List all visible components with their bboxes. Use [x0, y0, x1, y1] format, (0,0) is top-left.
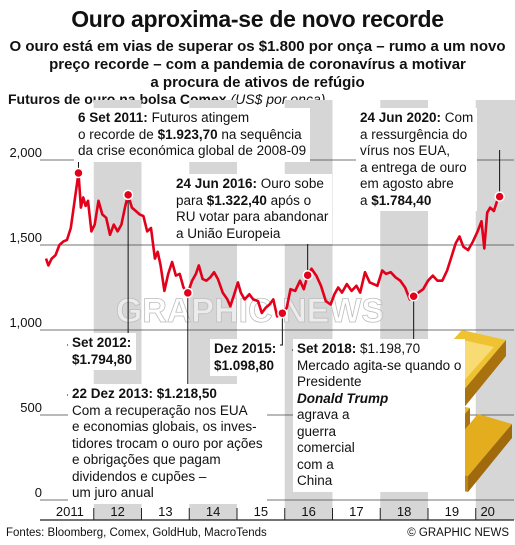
annotation-line: a $1.784,40 — [360, 192, 432, 208]
annotation-line: e obrigações que pagam — [72, 452, 221, 467]
annotation-line: para $1.322,40 após o — [176, 192, 312, 208]
y-axis-ticks: 0 500 1,000 1,500 2,000 — [9, 145, 42, 500]
gold-price-line — [44, 171, 503, 318]
x-tick-label: 2011 — [56, 504, 84, 519]
y-tick-label: 500 — [20, 400, 42, 415]
annotation-line: o recorde de $1.923,70 na sequência — [78, 126, 302, 142]
annotation-line: Mercado agita-se quando o — [297, 357, 462, 373]
annotation-marker — [302, 269, 313, 281]
annotation-line: em agosto abre — [360, 176, 454, 191]
annotation-line: da crise económica global de 2008-09 — [78, 143, 307, 158]
annotation-line: 22 Dez 2013: $1.218,50 — [72, 386, 217, 401]
y-tick-label: 1,000 — [9, 315, 42, 330]
x-tick-label: 19 — [445, 504, 459, 519]
page-title: Ouro aproxima-se de novo recorde — [71, 6, 444, 32]
chart-heading-label: Futuros de ouro na bolsa Comex — [8, 91, 227, 107]
annotation-line: Dez 2015: — [214, 341, 277, 356]
annotation-line: comercial — [297, 440, 355, 455]
x-tick-label: 18 — [397, 504, 411, 519]
x-tick-label: 17 — [349, 504, 363, 519]
annotation-line: guerra — [297, 423, 337, 439]
x-axis-ticks: 2011 12 13 14 15 16 17 18 19 20 — [56, 504, 495, 519]
annotation-line: 6 Set 2011: Futuros atingem — [78, 110, 250, 125]
watermark: GRAPHIC NEWS — [116, 292, 384, 330]
annotation-line: $1.098,80 — [214, 357, 275, 373]
annotation-line: Set 2018: $1.198,70 — [297, 341, 421, 356]
annotation-line: Set 2012: — [72, 335, 132, 350]
annotation-line: um juro anual — [72, 485, 154, 500]
y-tick-label: 2,000 — [9, 145, 42, 160]
annotation-jun2016: 24 Jun 2016: Ouro sobe para $1.322,40 apó… — [172, 174, 333, 244]
subtitle: O ouro está em vias de superar os $1.800… — [0, 38, 515, 92]
annotation-marker — [408, 290, 419, 302]
annotation-marker — [73, 167, 84, 179]
annotation-line: e economias globais, os inves- — [72, 419, 257, 434]
annotation-line: com a — [297, 456, 334, 472]
annotation-jun2020: 24 Jun 2020: Com a ressurgência do vírus n… — [356, 108, 478, 211]
subtitle-line: a procura de ativos de refúgio — [150, 74, 365, 91]
annotation-line: a entrega de ouro — [360, 159, 467, 175]
annotation-line: agrava a — [297, 407, 350, 422]
y-tick-label: 1,500 — [9, 230, 42, 245]
annotation-markers — [73, 167, 505, 319]
annotation-line: 24 Jun 2020: Com — [360, 110, 474, 125]
annotation-line: a União Europeia — [176, 225, 281, 241]
annotation-line: Presidente — [297, 374, 362, 389]
y-tick-label: 0 — [35, 485, 42, 500]
x-tick-label: 13 — [158, 504, 172, 519]
x-tick-label: 12 — [110, 504, 124, 519]
annotation-sep2012: Set 2012: $1.794,80 — [68, 333, 137, 370]
annotation-line: dividendos e cupões – — [72, 468, 207, 484]
annotation-dec2015: Dez 2015: $1.098,80 — [210, 339, 281, 376]
x-tick-label: 15 — [254, 504, 268, 519]
annotation-marker — [277, 307, 288, 319]
credit: © GRAPHIC NEWS — [407, 527, 509, 539]
annotation-line: tidores trocam o ouro por ações — [72, 435, 263, 451]
annotation-line: 24 Jun 2016: Ouro sobe — [176, 176, 324, 191]
annotation-marker — [494, 191, 505, 202]
annotation-line: Com a recuperação nos EUA — [72, 402, 248, 418]
annotation-sep2011: 6 Set 2011: Futuros atingem o recorde de … — [74, 108, 311, 162]
annotation-line: vírus nos EUA, — [360, 143, 451, 158]
annotation-line: $1.794,80 — [72, 351, 133, 367]
annotation-marker — [182, 287, 194, 299]
x-tick-label: 14 — [206, 504, 220, 519]
subtitle-line: preço recorde – com a pandemia de corona… — [49, 56, 466, 73]
subtitle-line: O ouro está em vias de superar os $1.800… — [9, 38, 506, 55]
x-tick-label: 16 — [301, 504, 315, 519]
annotation-line: China — [297, 473, 333, 488]
sources: Fontes: Bloomberg, Comex, GoldHub, Macro… — [6, 527, 267, 539]
annotation-marker — [122, 189, 134, 201]
annotation-line: Donald Trump — [297, 390, 389, 406]
annotation-line: a ressurgência do — [360, 126, 468, 142]
annotation-line: RU votar para abandonar — [176, 209, 329, 224]
annotation-sep2018: Set 2018: $1.198,70 Mercado agita-se quan… — [293, 339, 466, 492]
year-shading — [93, 100, 515, 520]
annotation-dec2013: 22 Dez 2013: $1.218,50 Com a recuperação … — [68, 384, 267, 504]
x-tick-label: 20 — [480, 504, 494, 519]
